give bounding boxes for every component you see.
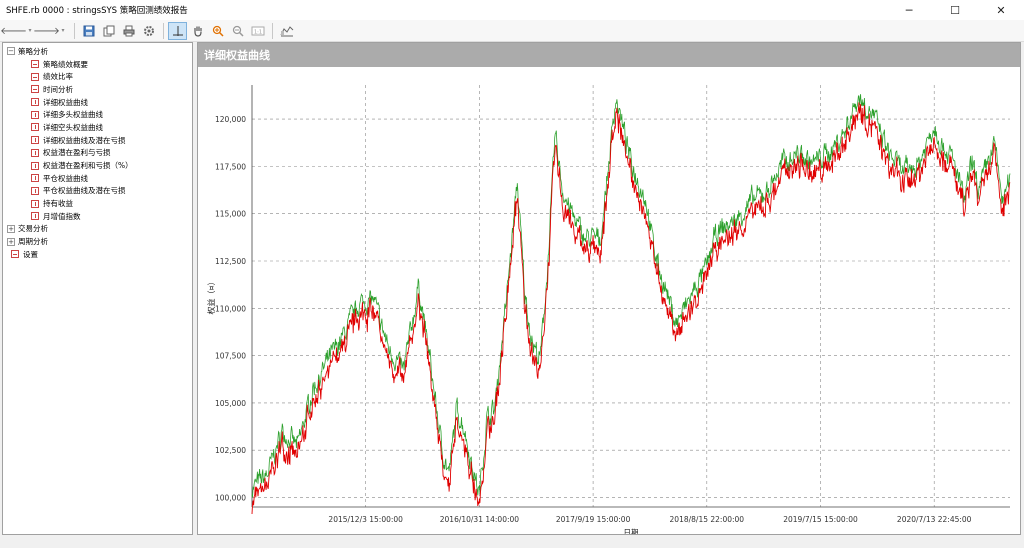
- y-tick-label: 100,000: [215, 494, 246, 503]
- tree-item-label: 策略绩效概要: [43, 59, 88, 69]
- chart-icon: [31, 212, 39, 221]
- settings-icon[interactable]: [139, 22, 158, 40]
- x-tick-label: 2020/7/13 22:45:00: [897, 515, 972, 524]
- collapse-icon[interactable]: −: [7, 47, 15, 56]
- tree-item-label: 详细权益曲线及潜在亏损: [43, 135, 126, 145]
- forward-icon[interactable]: 🡒: [33, 25, 60, 37]
- toolbar: 🡐 ▾ 🡒 ▾ 1:1: [0, 20, 1024, 42]
- x-tick-label: 2018/8/15 22:00:00: [670, 515, 745, 524]
- x-tick-label: 2019/7/15 15:00:00: [783, 515, 858, 524]
- chart-icon: [31, 123, 39, 132]
- x-tick-label: 2015/12/3 15:00:00: [328, 515, 403, 524]
- zoom-out-icon[interactable]: [228, 22, 247, 40]
- y-tick-label: 117,500: [215, 162, 246, 171]
- table-icon: [31, 72, 39, 81]
- chart-icon: [31, 161, 39, 170]
- panel-title: 详细权益曲线: [198, 43, 1020, 67]
- tree-item[interactable]: 时间分析: [3, 83, 192, 96]
- pan-hand-icon[interactable]: [188, 22, 207, 40]
- table-icon: [31, 85, 39, 94]
- tree-item-label: 平仓权益曲线: [43, 173, 88, 183]
- tree-item[interactable]: 详细权益曲线: [3, 96, 192, 109]
- close-button[interactable]: ✕: [996, 3, 1006, 17]
- tree-item-label: 绩效比率: [43, 72, 73, 82]
- series-equity-low: [251, 102, 1011, 515]
- x-tick-label: 2016/10/31 14:00:00: [440, 515, 520, 524]
- forward-dropdown-icon[interactable]: ▾: [61, 27, 65, 34]
- toolbar-separator: [163, 22, 164, 39]
- status-bar: [0, 536, 1024, 548]
- crosshair-icon[interactable]: [168, 21, 187, 40]
- print-icon[interactable]: [119, 22, 138, 40]
- tree-item[interactable]: 权益潜在盈利和亏损（%）: [3, 159, 192, 172]
- y-tick-label: 110,000: [215, 304, 246, 313]
- tree-item[interactable]: 持有收益: [3, 197, 192, 210]
- tree-item[interactable]: 月增值指数: [3, 210, 192, 223]
- tree-item[interactable]: 平仓权益曲线: [3, 172, 192, 185]
- tree-item-label: 时间分析: [43, 84, 73, 94]
- tree-item-label: 权益潜在盈利和亏损（%）: [43, 161, 133, 171]
- tree-node-label: 设置: [23, 249, 38, 259]
- tree-item-label: 详细空头权益曲线: [43, 122, 103, 132]
- tree-node[interactable]: − 策略分析: [3, 45, 192, 58]
- y-tick-label: 112,500: [215, 257, 246, 266]
- tree-node-label: 周期分析: [18, 237, 48, 247]
- zoom-in-icon[interactable]: [208, 22, 227, 40]
- tree-item[interactable]: 平仓权益曲线及潜在亏损: [3, 185, 192, 198]
- tree-node[interactable]: + 交易分析: [3, 223, 192, 236]
- minimize-button[interactable]: ─: [905, 3, 913, 17]
- expand-icon[interactable]: +: [7, 237, 15, 246]
- y-tick-label: 120,000: [215, 115, 246, 124]
- table-icon: [11, 250, 19, 259]
- title-bar: SHFE.rb 0000 : stringsSYS 策略回测绩效报告 ─ ☐ ✕: [0, 0, 1024, 20]
- series-equity-high: [251, 94, 1011, 498]
- y-axis-label: 权益（¤）: [206, 277, 216, 314]
- tree-item-label: 月增值指数: [43, 211, 81, 221]
- save-icon[interactable]: [79, 22, 98, 40]
- y-tick-label: 115,000: [215, 210, 246, 219]
- x-axis-label: 日期: [624, 528, 639, 534]
- maximize-button[interactable]: ☐: [950, 3, 960, 17]
- chart-icon: [31, 136, 39, 145]
- tree-item-label: 权益潜在盈利与亏损: [43, 148, 111, 158]
- tree-item[interactable]: 绩效比率: [3, 70, 192, 83]
- tree-item[interactable]: 详细权益曲线及潜在亏损: [3, 134, 192, 147]
- tree-item[interactable]: 权益潜在盈利与亏损: [3, 147, 192, 160]
- tree-node[interactable]: + 周期分析: [3, 235, 192, 248]
- back-icon[interactable]: 🡐: [0, 25, 27, 37]
- tree-item-label: 详细多头权益曲线: [43, 110, 103, 120]
- toolbar-separator: [74, 22, 75, 39]
- tree-item[interactable]: 详细多头权益曲线: [3, 108, 192, 121]
- back-dropdown-icon[interactable]: ▾: [28, 27, 32, 34]
- zoom-actual-size-label: 1:1: [253, 29, 261, 35]
- table-icon: [31, 60, 39, 69]
- report-tree: − 策略分析 策略绩效概要 绩效比率 时间分析 详细权益曲线 详细多头权益曲线 详细空头权益曲…: [2, 42, 193, 535]
- window-title: SHFE.rb 0000 : stringsSYS 策略回测绩效报告: [6, 6, 188, 16]
- tree-item[interactable]: 策略绩效概要: [3, 58, 192, 71]
- tree-node-label: 策略分析: [18, 46, 48, 56]
- equity-chart[interactable]: 100,000 102,500 105,000 107,500 110,000 112,5…: [198, 67, 1020, 547]
- x-tick-label: 2017/9/19 15:00:00: [556, 515, 631, 524]
- chart-icon: [31, 148, 39, 157]
- copy-icon[interactable]: [99, 22, 118, 40]
- chart-icon: [31, 110, 39, 119]
- chart-icon: [31, 174, 39, 183]
- chart-icon: [31, 186, 39, 195]
- toolbar-separator: [272, 22, 273, 39]
- y-tick-label: 102,500: [215, 446, 246, 455]
- tree-item-label: 持有收益: [43, 199, 73, 209]
- chart-icon: [31, 98, 39, 107]
- chart-style-icon[interactable]: [277, 22, 296, 40]
- y-tick-label: 105,000: [215, 399, 246, 408]
- tree-item[interactable]: 详细空头权益曲线: [3, 121, 192, 134]
- chart-panel: 详细权益曲线 100,000 102,500 105,000 107,500 110,0…: [197, 42, 1021, 547]
- zoom-actual-size-icon[interactable]: 1:1: [248, 22, 267, 40]
- y-tick-label: 107,500: [215, 352, 246, 361]
- tree-item-label: 平仓权益曲线及潜在亏损: [43, 186, 126, 196]
- tree-item-label: 详细权益曲线: [43, 97, 88, 107]
- tree-node[interactable]: 设置: [3, 248, 192, 261]
- expand-icon[interactable]: +: [7, 224, 15, 233]
- tree-node-label: 交易分析: [18, 224, 48, 234]
- chart-icon: [31, 199, 39, 208]
